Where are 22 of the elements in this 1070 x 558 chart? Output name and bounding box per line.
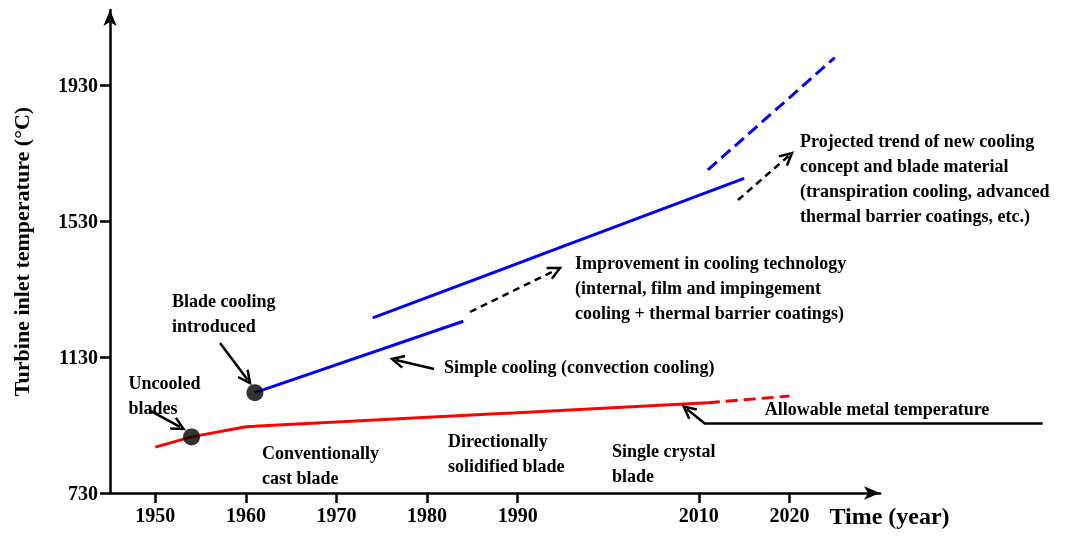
y-tick-label: 1930 [58, 73, 98, 96]
x-tick-label: 1960 [225, 504, 266, 526]
y-tick-label: 1130 [59, 345, 98, 368]
annotation: Projected trend of new cooling concept and blade material (transpiration cooling, advanced thermal barrier coatings, etc.) [800, 130, 1050, 227]
y-tick-label: 1530 [58, 209, 98, 232]
annotation: Allowable metal temperature [764, 399, 990, 420]
x-tick-label: 1980 [407, 504, 448, 526]
annotation: Conventionally cast blade [262, 442, 380, 488]
annotation: Single crystal blade [612, 440, 716, 486]
annotation: Improvement in cooling technology (internal, film and impingement cooling + thermal barrier coatings) [575, 252, 847, 324]
annotation: Directionally solidified blade [448, 430, 565, 476]
y-tick-label: 730 [68, 482, 98, 504]
x-tick-label: 1950 [135, 504, 176, 526]
x-axis-title: Time (year) [829, 503, 950, 529]
annotation: Uncooled blades [128, 373, 201, 419]
x-tick-label: 2010 [678, 504, 719, 526]
annotation: Simple cooling (convection cooling) [444, 357, 715, 378]
x-tick-label: 1970 [316, 504, 357, 526]
x-tick-label: 1990 [497, 504, 538, 526]
annotation: Blade cooling introduced [172, 290, 276, 336]
y-axis-title: Turbine inlet temperature (°C) [8, 106, 34, 397]
x-tick-label: 2020 [769, 504, 810, 526]
